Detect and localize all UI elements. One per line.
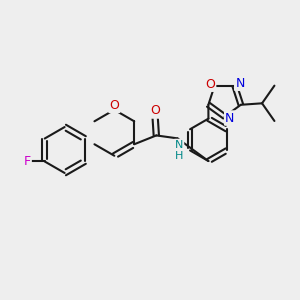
Text: N
H: N H bbox=[175, 140, 183, 161]
Text: F: F bbox=[23, 155, 31, 168]
Text: N: N bbox=[225, 112, 235, 124]
Text: N: N bbox=[235, 77, 244, 90]
Text: O: O bbox=[150, 104, 160, 118]
Text: O: O bbox=[110, 99, 119, 112]
Text: O: O bbox=[205, 78, 215, 91]
